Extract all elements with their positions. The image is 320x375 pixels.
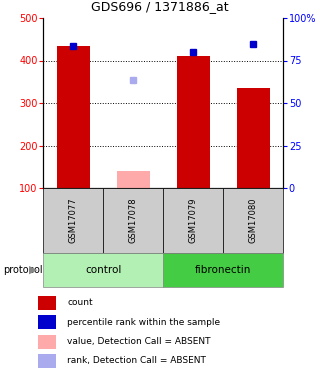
Bar bbox=[163, 254, 283, 286]
Bar bbox=[43, 254, 163, 286]
Bar bbox=[38, 315, 56, 329]
Text: GSM17078: GSM17078 bbox=[129, 198, 138, 243]
Bar bbox=[103, 188, 163, 253]
Text: protocol: protocol bbox=[3, 265, 43, 275]
Text: ▶: ▶ bbox=[29, 265, 38, 275]
Bar bbox=[163, 188, 223, 253]
Bar bbox=[38, 296, 56, 310]
Bar bbox=[38, 334, 56, 349]
Text: GDS696 / 1371886_at: GDS696 / 1371886_at bbox=[91, 0, 229, 13]
Bar bbox=[237, 88, 270, 188]
Bar bbox=[43, 188, 103, 253]
Text: count: count bbox=[67, 298, 93, 307]
Bar bbox=[38, 354, 56, 368]
Text: GSM17079: GSM17079 bbox=[189, 198, 198, 243]
Text: value, Detection Call = ABSENT: value, Detection Call = ABSENT bbox=[67, 337, 211, 346]
Text: percentile rank within the sample: percentile rank within the sample bbox=[67, 318, 220, 327]
Text: GSM17077: GSM17077 bbox=[69, 198, 78, 243]
Bar bbox=[117, 171, 150, 188]
Bar bbox=[57, 46, 90, 188]
Text: fibronectin: fibronectin bbox=[195, 265, 252, 275]
Bar bbox=[177, 56, 210, 188]
Bar bbox=[223, 188, 283, 253]
Text: control: control bbox=[85, 265, 121, 275]
Text: rank, Detection Call = ABSENT: rank, Detection Call = ABSENT bbox=[67, 356, 206, 365]
Text: GSM17080: GSM17080 bbox=[249, 198, 258, 243]
